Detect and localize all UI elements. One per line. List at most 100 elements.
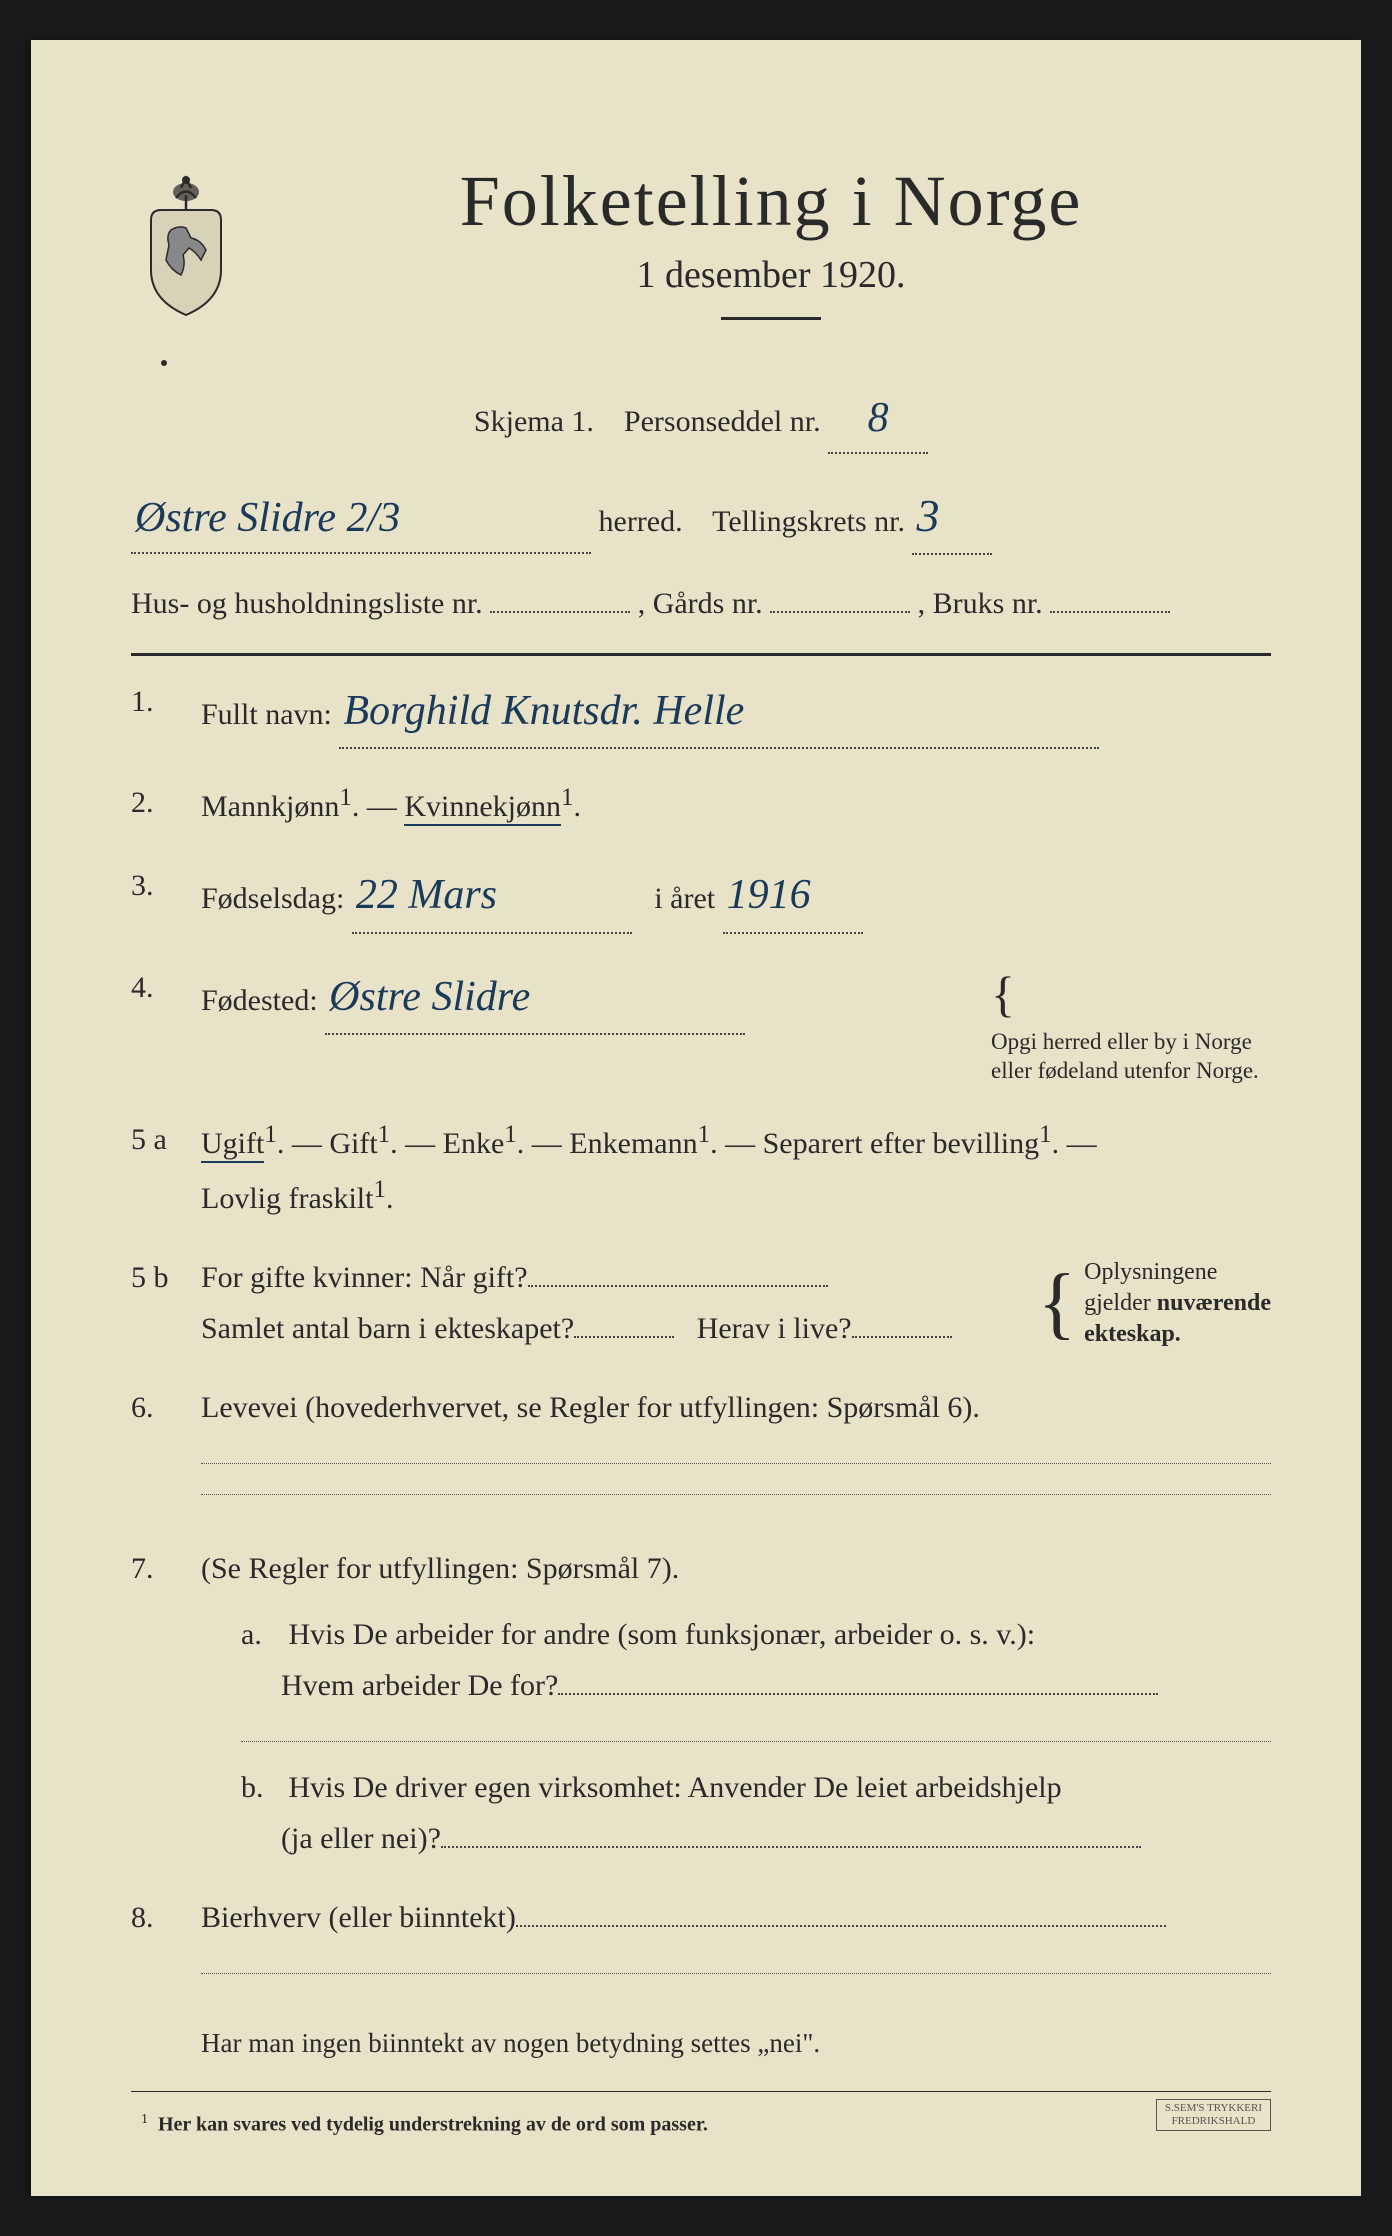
header: Folketelling i Norge 1 desember 1920. (131, 160, 1271, 355)
q3-year-field: 1916 (723, 860, 863, 933)
q8-body: Bierhverv (eller biinntekt) (201, 1892, 1271, 1994)
question-6: 6. Levevei (hovederhvervet, se Regler fo… (131, 1382, 1271, 1515)
personseddel-value: 8 (868, 395, 889, 441)
printer-stamp: S.SEM'S TRYKKERI FREDRIKSHALD (1156, 2099, 1271, 2131)
q3-day-field: 22 Mars (352, 860, 632, 933)
q7a-field (558, 1693, 1158, 1695)
q7a: a. Hvis De arbeider for andre (som funks… (241, 1609, 1271, 1742)
q3-body: Fødselsdag: 22 Mars i året 1916 (201, 860, 1271, 933)
q6-line2 (201, 1494, 1271, 1495)
q7-label: (Se Regler for utfyllingen: Spørsmål 7). (201, 1552, 679, 1585)
hus-field (490, 611, 630, 613)
footer-note: Har man ingen biinntekt av nogen betydni… (201, 2022, 1271, 2065)
q3-label: Fødselsdag: (201, 882, 344, 915)
ink-dot (161, 360, 167, 366)
q5b-label1: For gifte kvinner: Når gift? (201, 1261, 528, 1294)
tellingskrets-field: 3 (912, 479, 992, 555)
q5b-label3: Herav i live? (697, 1312, 852, 1345)
q2-female: Kvinnekjønn (404, 790, 561, 826)
q7b-letter: b. (241, 1762, 281, 1813)
hus-label: Hus- og husholdningsliste nr. (131, 587, 483, 620)
coat-of-arms-icon (131, 170, 241, 320)
q2-sup1: 1 (339, 784, 352, 811)
q2-male: Mannkjønn (201, 790, 339, 823)
bruks-field (1050, 611, 1170, 613)
q1-num: 1. (131, 676, 201, 749)
q5b-field2 (574, 1336, 674, 1338)
tellingskrets-label: Tellingskrets nr. (712, 505, 905, 538)
q5a-enke: Enke (443, 1127, 505, 1160)
q4-note-line2: eller fødeland utenfor Norge. (991, 1058, 1259, 1083)
q5b-note-line3: ekteskap. (1084, 1321, 1181, 1347)
census-form-page: Folketelling i Norge 1 desember 1920. Sk… (31, 40, 1361, 2196)
hus-line: Hus- og husholdningsliste nr. , Gårds nr… (131, 580, 1271, 628)
q8-label: Bierhverv (eller biinntekt) (201, 1901, 516, 1934)
gards-field (770, 611, 910, 613)
herred-value: Østre Slidre 2/3 (135, 495, 400, 541)
personseddel-field: 8 (828, 385, 928, 454)
q6-line1 (201, 1463, 1271, 1464)
q7b-line2: (ja eller nei)? (281, 1822, 441, 1855)
q7a-line (241, 1741, 1271, 1742)
q2-sep: . — (352, 790, 405, 823)
skjema-label: Skjema 1. (474, 405, 594, 438)
q7-body: (Se Regler for utfyllingen: Spørsmål 7).… (201, 1543, 1271, 1864)
section-rule (131, 653, 1271, 656)
q6-num: 6. (131, 1382, 201, 1515)
q4-note-line1: Opgi herred eller by i Norge (991, 1029, 1252, 1054)
question-3: 3. Fødselsdag: 22 Mars i året 1916 (131, 860, 1271, 933)
q2-num: 2. (131, 777, 201, 832)
herred-line: Østre Slidre 2/3 herred. Tellingskrets n… (131, 479, 1271, 555)
q2-sup2: 1 (561, 784, 574, 811)
q5b-field1 (528, 1285, 828, 1287)
question-4: 4. Fødested: Østre Slidre { Opgi herred … (131, 962, 1271, 1087)
q5b-label2: Samlet antal barn i ekteskapet? (201, 1312, 574, 1345)
census-date: 1 desember 1920. (271, 253, 1271, 297)
footer-rule (131, 2091, 1271, 2092)
main-title: Folketelling i Norge (271, 160, 1271, 243)
q5a-num: 5 a (131, 1114, 201, 1224)
q5b-num: 5 b (131, 1252, 201, 1354)
q1-body: Fullt navn: Borghild Knutsdr. Helle (201, 676, 1271, 749)
printer-line1: S.SEM'S TRYKKERI (1165, 2102, 1262, 2114)
question-1: 1. Fullt navn: Borghild Knutsdr. Helle (131, 676, 1271, 749)
footnote-num: 1 (141, 2112, 148, 2127)
question-5a: 5 a Ugift1. — Gift1. — Enke1. — Enkemann… (131, 1114, 1271, 1224)
q3-year-value: 1916 (727, 872, 811, 918)
q6-body: Levevei (hovederhvervet, se Regler for u… (201, 1382, 1271, 1515)
q5b-note-line2: gjelder nuværende (1084, 1290, 1271, 1316)
tellingskrets-value: 3 (916, 490, 939, 541)
q5a-gift: Gift (329, 1127, 377, 1160)
herred-label: herred. (599, 505, 683, 538)
q5a-enkemann: Enkemann (569, 1127, 697, 1160)
footnote-text: Her kan svares ved tydelig understreknin… (158, 2113, 708, 2135)
q7a-line1: Hvis De arbeider for andre (som funksjon… (289, 1618, 1036, 1651)
q7b-line1: Hvis De driver egen virksomhet: Anvender… (289, 1771, 1062, 1804)
q7b-field (441, 1846, 1141, 1848)
printer-line2: FREDRIKSHALD (1172, 2115, 1256, 2127)
q1-label: Fullt navn: (201, 698, 332, 731)
q4-body: Fødested: Østre Slidre { Opgi herred ell… (201, 962, 1271, 1087)
footnote: 1 Her kan svares ved tydelig understrekn… (131, 2112, 1271, 2137)
q8-line (201, 1973, 1271, 1974)
q5a-fraskilt: Lovlig fraskilt (201, 1182, 373, 1215)
q8-num: 8. (131, 1892, 201, 1994)
q4-label: Fødested: (201, 984, 318, 1017)
q5a-ugift: Ugift (201, 1127, 264, 1163)
brace-icon: { (991, 966, 1015, 1022)
q1-value: Borghild Knutsdr. Helle (343, 688, 744, 734)
q2-body: Mannkjønn1. — Kvinnekjønn1. (201, 777, 1271, 832)
q6-label: Levevei (hovederhvervet, se Regler for u… (201, 1391, 980, 1424)
q4-num: 4. (131, 962, 201, 1087)
q4-field: Østre Slidre (325, 962, 745, 1035)
q4-note: { Opgi herred eller by i Norge eller fød… (991, 962, 1271, 1087)
q1-field: Borghild Knutsdr. Helle (339, 676, 1099, 749)
question-2: 2. Mannkjønn1. — Kvinnekjønn1. (131, 777, 1271, 832)
q7a-line2: Hvem arbeider De for? (281, 1669, 558, 1702)
q7-num: 7. (131, 1543, 201, 1864)
q7a-letter: a. (241, 1609, 281, 1660)
title-divider (721, 317, 821, 320)
q3-day-value: 22 Mars (356, 872, 497, 918)
q3-year-label: i året (654, 882, 715, 915)
q5b-field3 (852, 1336, 952, 1338)
